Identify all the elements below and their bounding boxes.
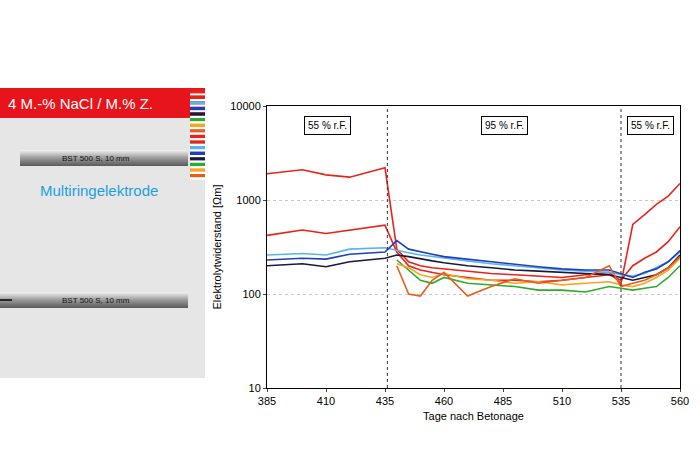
svg-text:Multiringelektrode: Multiringelektrode	[40, 182, 158, 199]
svg-text:100: 100	[242, 288, 260, 300]
svg-text:535: 535	[612, 395, 630, 407]
svg-text:4 M.-% NaCl / M.% Z.: 4 M.-% NaCl / M.% Z.	[8, 95, 153, 112]
svg-text:55 % r.F.: 55 % r.F.	[308, 120, 347, 131]
svg-text:55 % r.F.: 55 % r.F.	[631, 120, 670, 131]
svg-text:95 % r.F.: 95 % r.F.	[485, 120, 524, 131]
svg-text:10000: 10000	[230, 100, 261, 112]
svg-text:1000: 1000	[236, 194, 260, 206]
svg-text:BST 500 S, 10 mm: BST 500 S, 10 mm	[62, 296, 130, 305]
svg-text:435: 435	[376, 395, 394, 407]
svg-text:BST 500 S, 10 mm: BST 500 S, 10 mm	[62, 154, 130, 163]
svg-text:385: 385	[258, 395, 276, 407]
svg-text:10: 10	[249, 382, 261, 394]
svg-text:460: 460	[435, 395, 453, 407]
svg-text:510: 510	[553, 395, 571, 407]
svg-text:Elektrolytwiderstand [Ωm]: Elektrolytwiderstand [Ωm]	[211, 185, 223, 310]
svg-text:410: 410	[317, 395, 335, 407]
svg-text:Tage nach Betonage: Tage nach Betonage	[423, 410, 524, 422]
svg-text:485: 485	[494, 395, 512, 407]
svg-text:560: 560	[671, 395, 689, 407]
